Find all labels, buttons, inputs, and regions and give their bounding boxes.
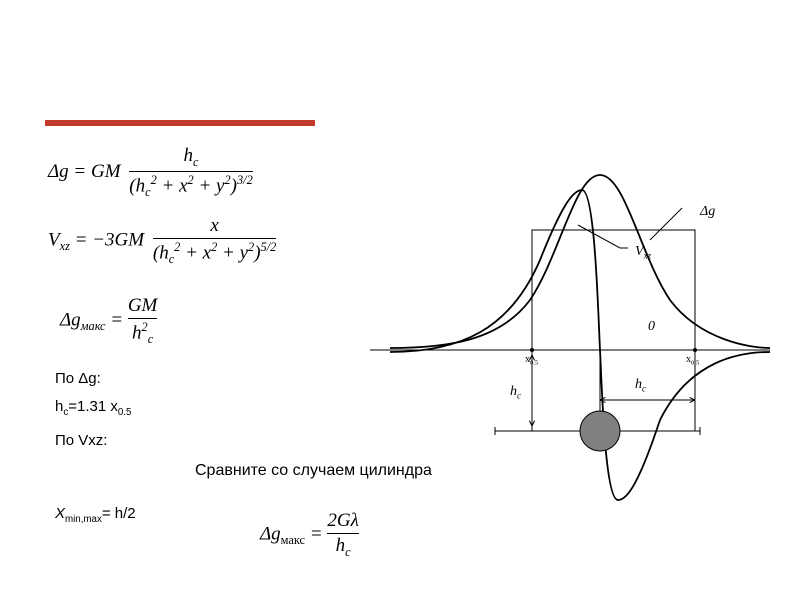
formula-vxz: Vxz = −3GM x (hc2 + x2 + y2)5/2 xyxy=(48,215,276,267)
eq3-num: GM xyxy=(128,295,158,317)
eq4-eq: = xyxy=(305,523,327,544)
formula-dg-max: Δgмакс = GM h2c xyxy=(60,295,157,347)
eq2-sub: xz xyxy=(60,239,70,253)
eq3-dg: Δg xyxy=(60,309,81,330)
eq2-num: x xyxy=(153,215,276,237)
formula-dg-max-cylinder: Δgмакс = 2Gλ hc xyxy=(260,510,359,560)
svg-text:hc: hc xyxy=(635,377,646,394)
eq1-den: (hc2 + x2 + y2)3/2 xyxy=(129,173,252,200)
eq1-num-sub: c xyxy=(193,155,198,169)
hc-relation: hc=1.31 x0.5 xyxy=(55,398,131,418)
eq4-sub: макс xyxy=(281,533,305,547)
svg-text:x0.5: x0.5 xyxy=(686,354,699,367)
eq3-eq: = xyxy=(106,309,128,330)
eq3-den: h2c xyxy=(128,320,158,347)
anomaly-diagram: ΔgVxz0hchcx0.5x0.5 xyxy=(360,130,780,530)
eq2-v: V xyxy=(48,229,60,250)
svg-text:Vxz: Vxz xyxy=(635,244,652,261)
eq1-lhs: Δg = GM xyxy=(48,161,121,182)
by-delta-g-label: По Δg: xyxy=(55,370,101,387)
header-rule xyxy=(45,120,315,126)
svg-text:Δg: Δg xyxy=(699,204,715,219)
eq1-num: h xyxy=(184,145,194,166)
eq4-dg: Δg xyxy=(260,523,281,544)
eq2-den: (hc2 + x2 + y2)5/2 xyxy=(153,240,276,267)
eq3-sub: макс xyxy=(81,319,106,333)
x-minmax: Xmin,max= h/2 xyxy=(55,505,136,525)
by-vxz-label: По Vxz: xyxy=(55,432,107,449)
eq4-den: hc xyxy=(327,535,358,560)
formula-delta-g: Δg = GM hc (hc2 + x2 + y2)3/2 xyxy=(48,145,253,200)
eq2-mid: = −3GM xyxy=(70,229,144,250)
svg-text:hc: hc xyxy=(510,384,521,401)
svg-text:0: 0 xyxy=(648,319,655,334)
eq4-num: 2Gλ xyxy=(327,510,358,532)
